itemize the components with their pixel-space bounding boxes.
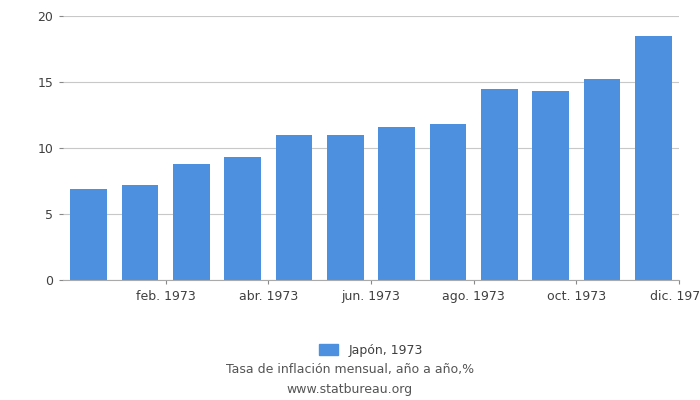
Bar bbox=[481, 88, 518, 280]
Bar bbox=[173, 164, 210, 280]
Bar bbox=[122, 185, 158, 280]
Text: www.statbureau.org: www.statbureau.org bbox=[287, 384, 413, 396]
Text: Tasa de inflación mensual, año a año,%: Tasa de inflación mensual, año a año,% bbox=[226, 364, 474, 376]
Bar bbox=[276, 135, 312, 280]
Bar bbox=[635, 36, 672, 280]
Bar bbox=[584, 79, 620, 280]
Bar bbox=[224, 157, 261, 280]
Bar bbox=[70, 189, 107, 280]
Bar bbox=[327, 135, 364, 280]
Bar bbox=[532, 91, 569, 280]
Bar bbox=[430, 124, 466, 280]
Legend: Japón, 1973: Japón, 1973 bbox=[314, 339, 428, 362]
Bar bbox=[378, 127, 415, 280]
